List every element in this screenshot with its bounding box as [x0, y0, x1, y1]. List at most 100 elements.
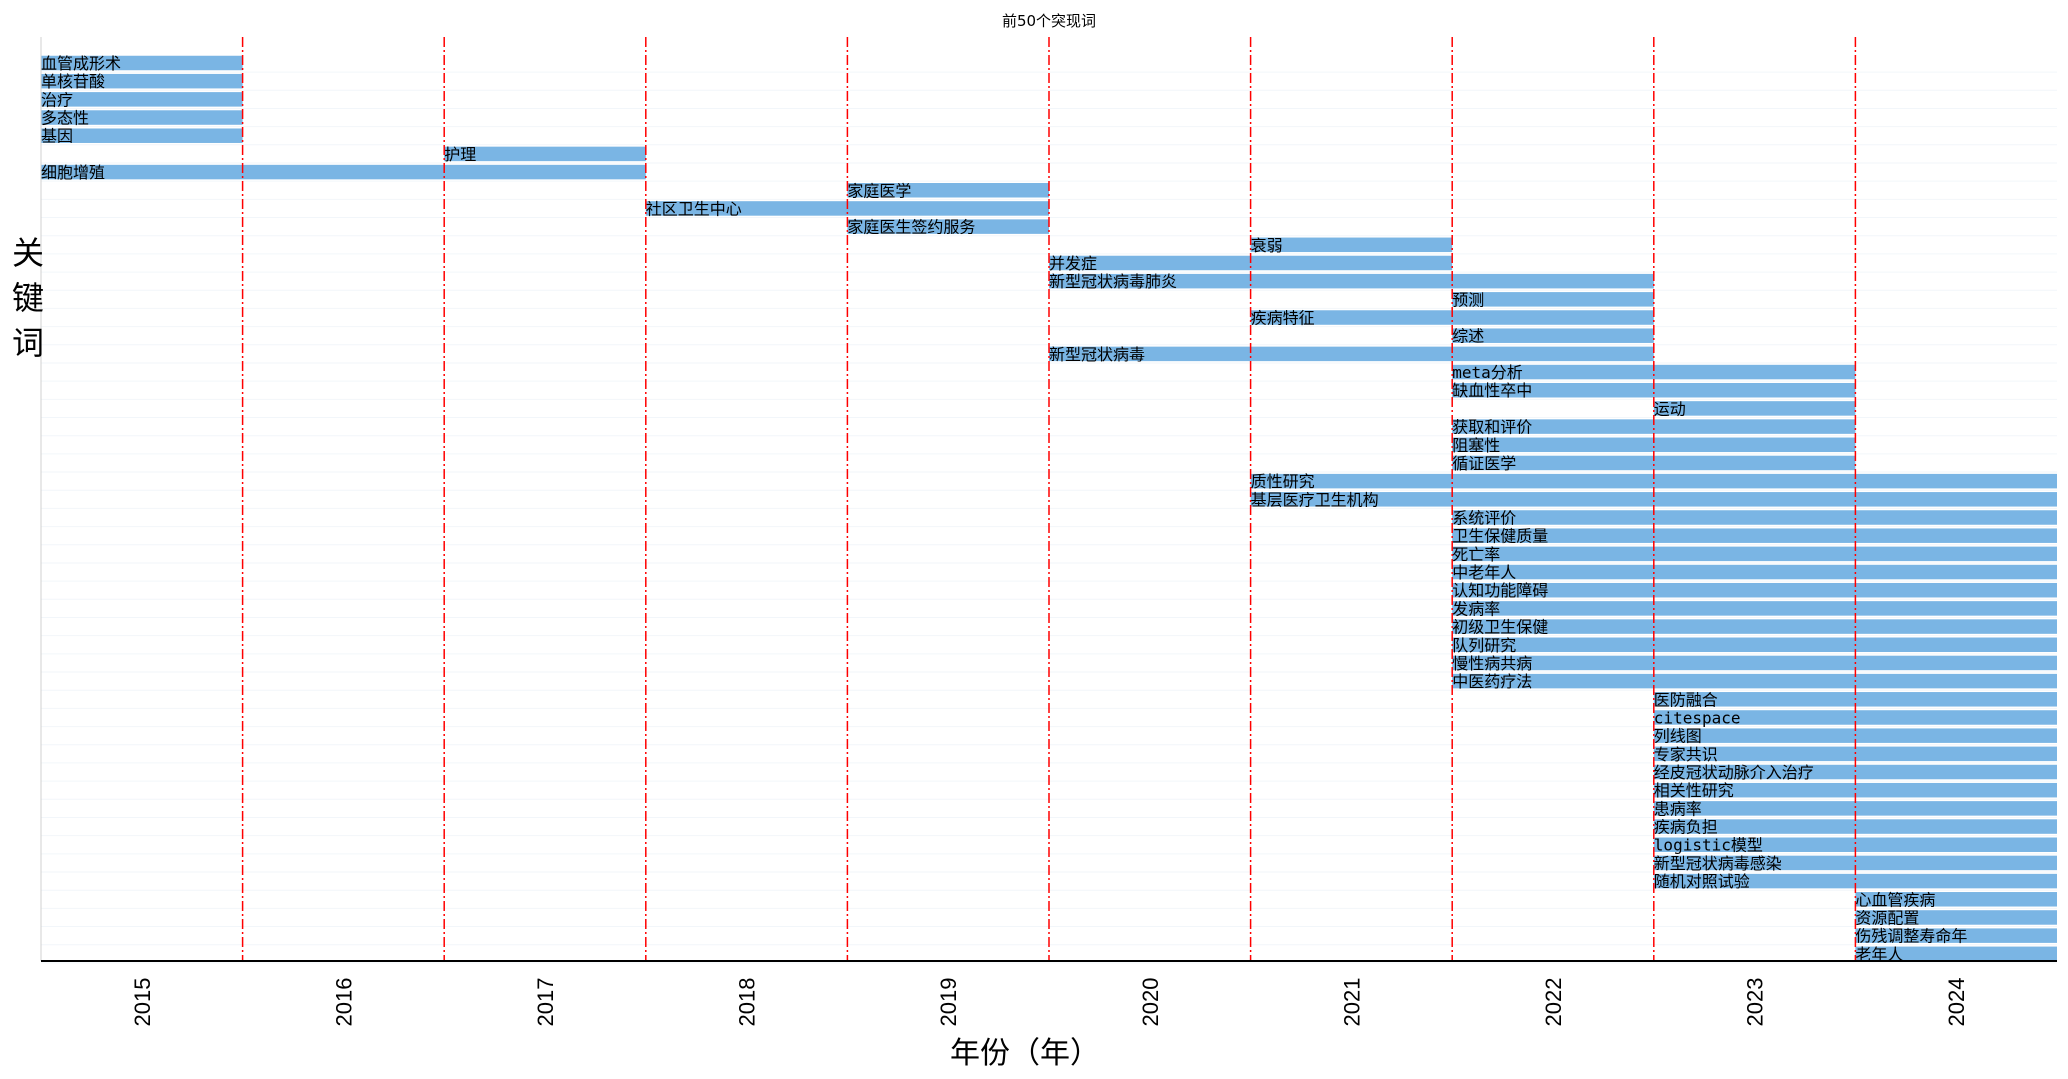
x-tick-label: 2015 [130, 978, 155, 1027]
bar-label: 认知功能障碍 [1452, 581, 1548, 600]
bar [1452, 528, 2057, 543]
bar-label: meta分析 [1452, 363, 1523, 382]
bar [1452, 455, 1856, 471]
bar-label: 缺血性卒中 [1452, 381, 1532, 400]
bar-label: 专家共识 [1654, 745, 1718, 764]
bar-label: 卫生保健质量 [1452, 527, 1548, 546]
x-tick-label: 2019 [936, 978, 961, 1027]
bar-label: 中老年人 [1452, 563, 1516, 582]
bar [41, 92, 243, 107]
bar-label: 死亡率 [1452, 545, 1500, 564]
bar [1452, 382, 1856, 398]
bar [41, 55, 243, 71]
bar [1452, 292, 1654, 307]
bar [1250, 310, 1654, 325]
bar [1653, 401, 1856, 416]
bar-label: 并发症 [1049, 254, 1097, 273]
bar-label: 疾病负担 [1654, 818, 1718, 837]
bar-label: 基层医疗卫生机构 [1251, 490, 1379, 509]
bar [1452, 510, 2057, 525]
bar-label: 运动 [1654, 399, 1686, 418]
bar-label: 家庭医生签约服务 [847, 218, 975, 237]
bar [1653, 782, 2057, 798]
bar [1452, 419, 1856, 434]
bar-label: 获取和评价 [1452, 418, 1532, 437]
x-tick-labels: 2015 2016 2017 2018 2019 2020 2021 2022 2023 2024 [130, 978, 1969, 1027]
bar [1452, 582, 2057, 598]
bar [1855, 946, 2057, 962]
bar-label: 初级卫生保健 [1452, 618, 1548, 637]
bar-label: 基因 [41, 127, 73, 146]
x-tick-label: 2021 [1339, 978, 1364, 1027]
bar-label: 系统评价 [1452, 509, 1516, 528]
bar-label: 护理 [444, 145, 476, 164]
bar [847, 183, 1049, 198]
bar [1653, 873, 2057, 889]
bar [1452, 564, 2057, 580]
bar-label: 预测 [1452, 290, 1484, 309]
bar-label: 治疗 [41, 90, 73, 109]
bar-label: citespace [1654, 708, 1741, 727]
bar-label: 资源配置 [1855, 908, 1919, 927]
bar [1452, 619, 2057, 634]
x-tick-label: 2022 [1541, 978, 1566, 1027]
bar-label: 衰弱 [1251, 236, 1283, 255]
bar [1653, 837, 2057, 852]
bar [444, 146, 646, 162]
bar-label: 多态性 [41, 109, 89, 128]
bar-label: 相关性研究 [1654, 781, 1734, 800]
bar-label: 新型冠状病毒 [1049, 345, 1145, 364]
bar-label: logistic模型 [1654, 836, 1763, 855]
bar-label: 单核苷酸 [41, 72, 105, 91]
bar-label: 列线图 [1654, 727, 1702, 746]
bar-label: 疾病特征 [1251, 309, 1315, 328]
bar-label: 综述 [1452, 327, 1484, 346]
x-tick-label: 2024 [1944, 978, 1969, 1027]
x-tick-label: 2018 [735, 978, 760, 1027]
bar-label: 发病率 [1452, 599, 1500, 618]
bar-label: 随机对照试验 [1654, 872, 1750, 891]
bar [1653, 819, 2057, 834]
bar [1049, 346, 1654, 362]
x-tick-label: 2020 [1138, 978, 1163, 1027]
chart-title: 前50个突现词 [1002, 12, 1096, 30]
x-axis-label: 年份（年） [950, 1036, 1100, 1071]
bar-label: 队列研究 [1452, 636, 1516, 655]
bar-labels: 血管成形术单核苷酸治疗多态性基因护理细胞增殖家庭医学社区卫生中心家庭医生签约服务… [41, 54, 1967, 964]
bar [1452, 437, 1856, 453]
bar [1653, 801, 2057, 816]
bar-label: 新型冠状病毒肺炎 [1049, 272, 1177, 291]
bar-label: 循证医学 [1452, 454, 1516, 473]
year-dividers [241, 37, 1857, 961]
bar [1452, 673, 2057, 689]
bar-label: 质性研究 [1251, 472, 1315, 491]
bar [1855, 928, 2057, 943]
bar [41, 164, 646, 180]
bar [1452, 328, 1654, 343]
bar-label: 医防融合 [1654, 690, 1718, 709]
bars [41, 55, 2057, 962]
bar [41, 128, 243, 143]
x-tick-label: 2023 [1743, 978, 1768, 1027]
bar [1653, 855, 2057, 871]
bar-label: 慢性病共病 [1452, 654, 1532, 673]
bar [1250, 237, 1453, 253]
bar-label: 经皮冠状动脉介入治疗 [1654, 763, 1814, 782]
bar-label: 患病率 [1654, 799, 1702, 818]
bar-label: 中医药疗法 [1452, 672, 1532, 691]
x-tick-label: 2017 [533, 978, 558, 1027]
bar [1855, 892, 2057, 907]
bar [1653, 764, 2057, 780]
bar [1452, 655, 2057, 671]
x-tick-label: 2016 [331, 978, 356, 1027]
bar-label: 心血管疾病 [1855, 890, 1935, 909]
bar-label: 社区卫生中心 [646, 199, 742, 218]
bar [41, 110, 243, 125]
bar [847, 219, 1049, 234]
bar [1855, 910, 2057, 925]
bar-label: 血管成形术 [41, 54, 121, 73]
bar [1452, 637, 2057, 653]
y-axis-label: 关键词 [7, 236, 45, 371]
bar [1452, 364, 1856, 380]
